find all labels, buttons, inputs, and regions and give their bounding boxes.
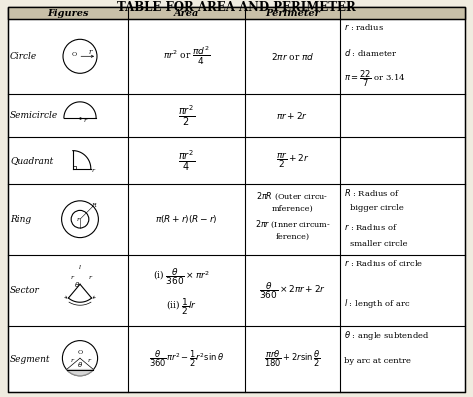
Text: bigger circle: bigger circle (350, 204, 404, 212)
Text: Circle: Circle (10, 52, 37, 61)
Text: $2\pi r$ or $\pi d$: $2\pi r$ or $\pi d$ (271, 51, 314, 62)
Polygon shape (67, 370, 94, 376)
Text: Ring: Ring (10, 215, 31, 224)
Text: $r$ : Radius of: $r$ : Radius of (344, 222, 398, 232)
Text: mference): mference) (272, 204, 314, 212)
Text: Sector: Sector (10, 286, 40, 295)
Text: by arc at centre: by arc at centre (344, 357, 411, 365)
Text: $d$ : diameter: $d$ : diameter (344, 46, 398, 58)
Text: $\dfrac{\pi r^2}{2}$: $\dfrac{\pi r^2}{2}$ (178, 103, 195, 128)
Text: $\theta$ : angle subtended: $\theta$ : angle subtended (344, 329, 429, 342)
Text: $\pi(R + r)(R - r)$: $\pi(R + r)(R - r)$ (155, 213, 218, 225)
Text: r: r (70, 358, 73, 363)
Text: Quadrant: Quadrant (10, 156, 53, 165)
Text: r: r (88, 358, 91, 363)
Text: $\pi r^2$ or $\dfrac{\pi d^2}{4}$: $\pi r^2$ or $\dfrac{\pi d^2}{4}$ (163, 45, 210, 67)
Bar (8, 7, 465, 19)
Text: O: O (78, 350, 83, 355)
Text: ference): ference) (275, 233, 309, 241)
Text: (ii) $\dfrac{1}{2}lr$: (ii) $\dfrac{1}{2}lr$ (166, 296, 197, 317)
Text: R: R (91, 203, 96, 208)
Text: r: r (92, 168, 95, 173)
Text: $\pi r + 2r$: $\pi r + 2r$ (276, 110, 308, 121)
Text: $R$ : Radius of: $R$ : Radius of (344, 187, 400, 198)
Text: TABLE FOR AREA AND PERIMETER: TABLE FOR AREA AND PERIMETER (117, 1, 356, 14)
Text: r: r (83, 118, 87, 123)
Text: $\dfrac{\pi r^2}{4}$: $\dfrac{\pi r^2}{4}$ (178, 148, 195, 173)
Text: $l$ : length of arc: $l$ : length of arc (344, 297, 411, 310)
Text: $\dfrac{\theta}{360} \times 2\pi r + 2r$: $\dfrac{\theta}{360} \times 2\pi r + 2r$ (259, 280, 326, 301)
Text: Segment: Segment (10, 355, 51, 364)
Text: $2\pi r$ (Inner circum-: $2\pi r$ (Inner circum- (254, 218, 331, 230)
Text: Figures: Figures (47, 8, 89, 17)
Text: $\dfrac{\theta}{360}\pi r^2 - \dfrac{1}{2}r^2\sin\theta$: $\dfrac{\theta}{360}\pi r^2 - \dfrac{1}{… (149, 349, 224, 369)
Text: $r$ : radius: $r$ : radius (344, 22, 384, 32)
Text: smaller circle: smaller circle (350, 240, 408, 248)
Text: $\dfrac{\pi r}{2} + 2r$: $\dfrac{\pi r}{2} + 2r$ (276, 150, 309, 170)
Text: $\dfrac{\pi r\theta}{180} + 2r\sin\dfrac{\theta}{2}$: $\dfrac{\pi r\theta}{180} + 2r\sin\dfrac… (264, 349, 321, 369)
Text: $\theta$: $\theta$ (77, 360, 83, 369)
Text: r: r (77, 217, 80, 222)
Text: r: r (70, 275, 73, 280)
Text: $r$ : Radius of circle: $r$ : Radius of circle (344, 258, 423, 268)
Text: r: r (88, 48, 92, 56)
Text: Perimeter: Perimeter (265, 8, 320, 17)
Text: r: r (88, 275, 91, 280)
Text: l: l (79, 265, 81, 270)
Text: $\pi = \dfrac{22}{7}$ or 3.14: $\pi = \dfrac{22}{7}$ or 3.14 (344, 68, 406, 89)
Text: $2\pi R$ (Outer circu-: $2\pi R$ (Outer circu- (256, 191, 329, 202)
Text: Area: Area (174, 8, 199, 17)
Text: $\theta$: $\theta$ (74, 280, 80, 289)
Text: O: O (71, 52, 77, 57)
Text: Semicircle: Semicircle (10, 111, 58, 120)
Text: (i) $\dfrac{\theta}{360} \times \pi r^2$: (i) $\dfrac{\theta}{360} \times \pi r^2$ (153, 266, 210, 287)
